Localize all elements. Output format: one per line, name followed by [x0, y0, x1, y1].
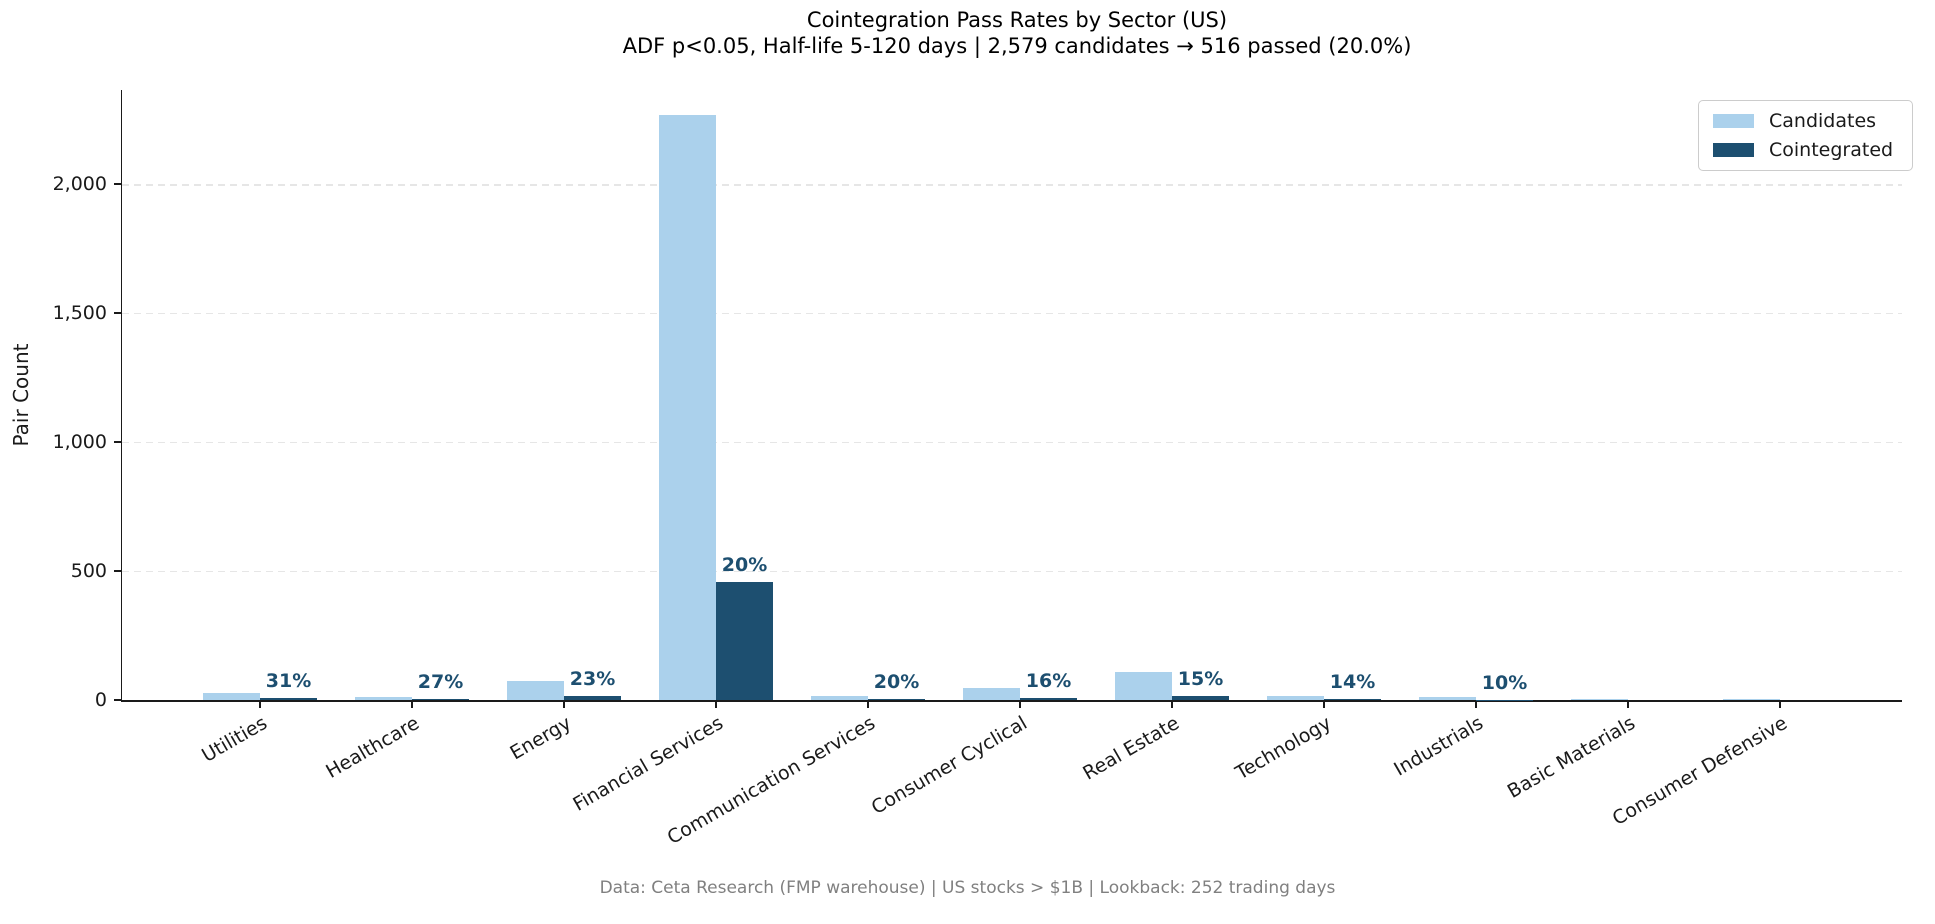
cointegrated-bar [412, 699, 469, 700]
y-axis-tick-label: 0 [94, 689, 107, 711]
footer-note: Data: Ceta Research (FMP warehouse) | US… [599, 878, 1336, 898]
candidates-bar [963, 688, 1020, 700]
candidates-bar [1419, 697, 1476, 700]
y-axis-tick [114, 312, 122, 314]
x-axis-tick [1475, 700, 1477, 708]
x-axis-tick [1323, 700, 1325, 708]
x-axis-tick [411, 700, 413, 708]
candidates-legend-swatch [1713, 114, 1754, 128]
gridline [122, 442, 1902, 444]
x-axis-spine [120, 700, 1902, 702]
candidates-bar [1723, 699, 1780, 700]
candidates-bar [1267, 696, 1324, 700]
cointegrated-bar [1324, 699, 1381, 700]
cointegrated-bar [868, 699, 925, 700]
pass-rate-label: 10% [1481, 671, 1528, 694]
x-axis-tick [1779, 700, 1781, 708]
candidates-bar [355, 697, 412, 700]
cointegrated-bar [716, 581, 773, 700]
candidates-bar [203, 692, 260, 700]
x-axis-tick [563, 700, 565, 708]
candidates-legend-label: Candidates [1769, 110, 1877, 132]
candidates-bar [1571, 699, 1628, 700]
candidates-bar [507, 680, 564, 700]
gridline [122, 313, 1902, 315]
x-axis-tick [1171, 700, 1173, 708]
y-axis-tick-label: 1,500 [52, 302, 107, 325]
y-axis-tick [114, 441, 122, 443]
pass-rate-label: 16% [1025, 670, 1072, 693]
x-axis-tick [1627, 700, 1629, 708]
chart-title: Cointegration Pass Rates by Sector (US) [806, 8, 1228, 32]
x-axis-tick [867, 700, 869, 708]
chart-subtitle: ADF p<0.05, Half-life 5-120 days | 2,579… [622, 34, 1412, 58]
pass-rate-label: 31% [265, 669, 312, 692]
pass-rate-label: 15% [1177, 667, 1224, 690]
x-axis-tick [1019, 700, 1021, 708]
pass-rate-label: 20% [873, 671, 920, 694]
pass-rate-label: 23% [569, 667, 616, 690]
cointegrated-bar [1172, 695, 1229, 700]
legend: Candidates Cointegrated [1698, 100, 1913, 171]
y-axis-tick [114, 699, 122, 701]
candidates-bar [811, 696, 868, 700]
x-axis-tick [715, 700, 717, 708]
cointegrated-bar [564, 695, 621, 700]
cointegrated-bar [1020, 698, 1077, 700]
pass-rate-label: 14% [1329, 671, 1376, 694]
candidates-bar [659, 115, 716, 700]
y-axis-tick-label: 1,000 [52, 431, 107, 454]
y-axis-spine [120, 90, 123, 701]
pass-rate-label: 20% [721, 553, 768, 576]
cointegrated-legend-label: Cointegrated [1769, 139, 1894, 161]
cointegrated-legend-swatch [1713, 143, 1754, 157]
y-axis-tick-label: 500 [70, 560, 107, 583]
candidates-bar [1115, 672, 1172, 700]
gridline [122, 571, 1902, 573]
y-axis-tick-label: 2,000 [52, 173, 107, 196]
legend-item-cointegrated: Cointegrated [1713, 139, 1898, 161]
x-axis-tick [259, 700, 261, 708]
pass-rate-label: 27% [417, 671, 464, 694]
legend-item-candidates: Candidates [1713, 110, 1898, 132]
y-axis-tick [114, 183, 122, 185]
cointegrated-bar [260, 697, 317, 700]
gridline [122, 184, 1902, 186]
y-axis-tick [114, 570, 122, 572]
